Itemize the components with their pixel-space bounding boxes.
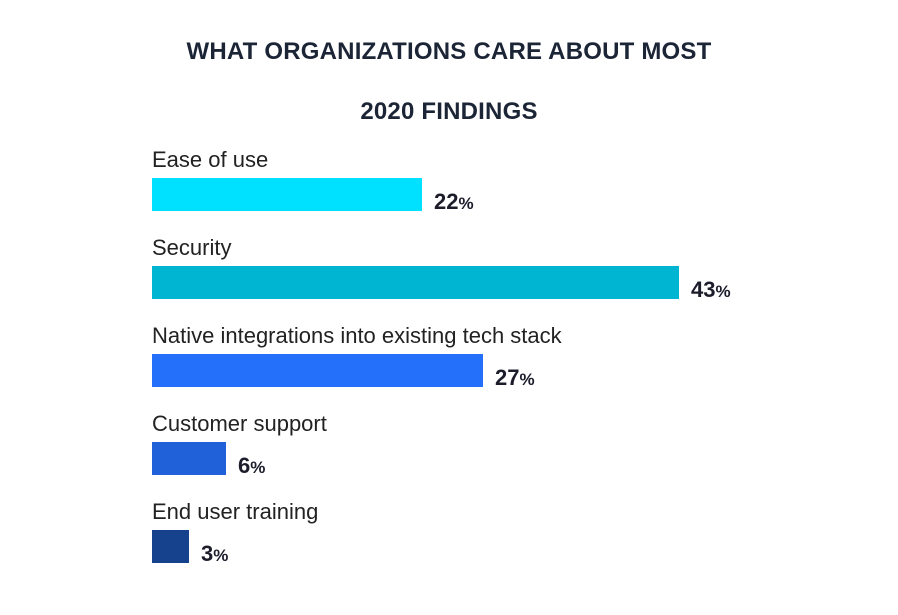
- data-label-value: 27: [495, 365, 520, 390]
- data-label-unit: %: [458, 194, 474, 213]
- data-label-unit: %: [715, 282, 731, 301]
- category-label: Ease of use: [152, 147, 269, 172]
- data-label-unit: %: [213, 546, 229, 565]
- data-label: 27%: [495, 365, 535, 391]
- data-label: 6%: [238, 453, 265, 479]
- chart-subtitle: 2020 FINDINGS: [360, 98, 538, 125]
- category-label: Security: [152, 235, 232, 260]
- data-label-unit: %: [250, 458, 266, 477]
- data-label-value: 43: [691, 277, 716, 302]
- bar: [152, 354, 483, 387]
- bar: [152, 178, 422, 211]
- data-label-value: 6: [238, 453, 251, 478]
- data-label-value: 3: [201, 541, 214, 566]
- data-label: 22%: [434, 189, 474, 215]
- bar: [152, 530, 189, 563]
- data-label-unit: %: [519, 370, 535, 389]
- data-label-value: 22: [434, 189, 459, 214]
- category-label: Native integrations into existing tech s…: [152, 323, 562, 348]
- category-label: Customer support: [152, 411, 327, 436]
- data-label: 43%: [691, 277, 731, 303]
- bar: [152, 442, 226, 475]
- bar: [152, 266, 679, 299]
- data-label: 3%: [201, 541, 228, 567]
- category-label: End user training: [152, 499, 319, 524]
- chart-title: WHAT ORGANIZATIONS CARE ABOUT MOST: [186, 38, 712, 65]
